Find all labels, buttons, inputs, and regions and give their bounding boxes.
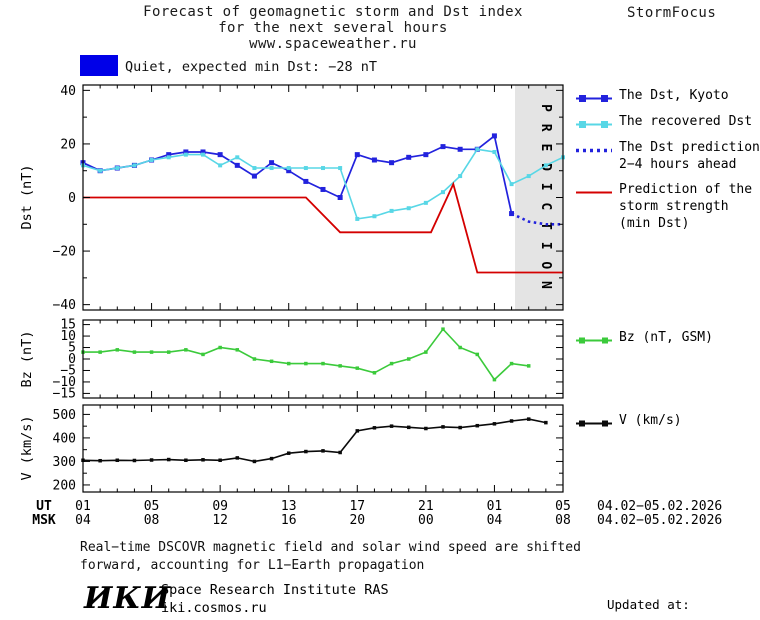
storm-strength-swatch-icon [576, 185, 612, 232]
legend-label-recovered-dst: The recovered Dst [619, 114, 753, 129]
status-label: Quiet, expected min Dst: −28 nT [125, 59, 377, 75]
svg-text:12: 12 [212, 513, 228, 528]
v-axis-label: V (km/s) [19, 415, 35, 481]
svg-text:0: 0 [68, 191, 76, 206]
legend-item-dst-kyoto: The Dst, Kyoto [576, 87, 729, 108]
legend-item-recovered-dst: The recovered Dst [576, 113, 752, 134]
svg-text:40: 40 [60, 84, 76, 99]
ut-date-range: 04.02−05.02.2026 [597, 499, 723, 514]
legend-item-storm-strength: Prediction of the storm strength (min Ds… [576, 181, 752, 232]
storm-level-color-box [80, 55, 118, 76]
svg-text:04: 04 [487, 513, 503, 528]
legend-item-bz: Bz (nT, GSM) [576, 329, 713, 350]
institute-site: iki.cosmos.ru [161, 600, 267, 616]
legend-label-dst-prediction: The Dst prediction 2−4 hours ahead [619, 140, 760, 172]
svg-text:09: 09 [212, 499, 228, 514]
svg-text:−15: −15 [53, 386, 76, 401]
bz-swatch-icon [576, 333, 612, 350]
bz-axis-label: Bz (nT) [19, 330, 35, 388]
svg-text:300: 300 [53, 455, 76, 470]
dst-kyoto-swatch-icon [576, 91, 612, 108]
updated-block: Updated at: UT 01:05, 05.02.2026 MSK 04:… [601, 566, 759, 620]
ut-row-label: UT [36, 499, 52, 514]
svg-text:P R E D I C T I O N: P R E D I C T I O N [538, 104, 553, 291]
legend-label-bz: Bz (nT, GSM) [619, 330, 713, 345]
svg-text:08: 08 [144, 513, 160, 528]
page-title: Forecast of geomagnetic storm and Dst in… [143, 4, 523, 52]
msk-date-range: 04.02−05.02.2026 [597, 513, 723, 528]
svg-text:17: 17 [349, 499, 365, 514]
legend-label-v: V (km/s) [619, 413, 682, 428]
propagation-note: Real−time DSCOVR magnetic field and sola… [80, 540, 581, 573]
svg-text:01: 01 [487, 499, 503, 514]
svg-text:−10: −10 [53, 375, 76, 390]
svg-text:−20: −20 [53, 245, 76, 260]
updated-title: Updated at: [607, 597, 690, 612]
svg-text:01: 01 [75, 499, 91, 514]
svg-text:08: 08 [555, 513, 571, 528]
svg-text:16: 16 [281, 513, 297, 528]
svg-text:20: 20 [60, 137, 76, 152]
institute-name: Space Research Institute RAS [161, 582, 389, 598]
svg-text:21: 21 [418, 499, 434, 514]
svg-text:00: 00 [418, 513, 434, 528]
svg-text:13: 13 [281, 499, 297, 514]
svg-text:5: 5 [68, 340, 76, 355]
svg-text:500: 500 [53, 408, 76, 423]
svg-text:10: 10 [60, 329, 76, 344]
dst-axis-label: Dst (nT) [19, 164, 35, 230]
svg-text:15: 15 [60, 317, 76, 332]
legend-label-dst-kyoto: The Dst, Kyoto [619, 88, 729, 103]
legend-item-v: V (km/s) [576, 412, 682, 433]
brand-stormfocus: StormFocus [627, 5, 717, 21]
legend-label-storm-strength: Prediction of the storm strength (min Ds… [619, 182, 753, 231]
msk-row-label: MSK [32, 513, 56, 528]
svg-text:−5: −5 [60, 363, 76, 378]
v-swatch-icon [576, 416, 612, 433]
svg-text:04: 04 [75, 513, 91, 528]
svg-text:−40: −40 [53, 298, 76, 313]
svg-text:400: 400 [53, 431, 76, 446]
svg-text:0: 0 [68, 352, 76, 367]
svg-text:20: 20 [349, 513, 365, 528]
legend-item-dst-prediction: The Dst prediction 2−4 hours ahead [576, 139, 760, 173]
dst-prediction-swatch-icon [576, 143, 612, 173]
iki-logo: ИКИ [84, 581, 171, 616]
svg-text:200: 200 [53, 478, 76, 493]
svg-text:05: 05 [555, 499, 571, 514]
recovered-dst-swatch-icon [576, 117, 612, 134]
svg-text:05: 05 [144, 499, 160, 514]
